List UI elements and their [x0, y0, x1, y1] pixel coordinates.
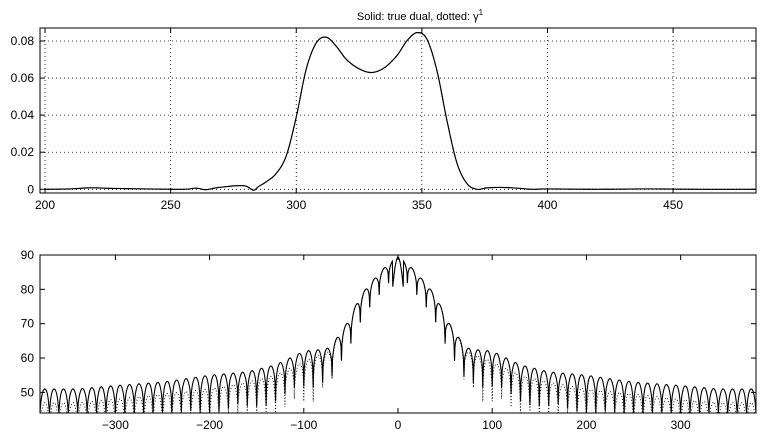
bottom-ytick-label: 80 — [21, 282, 35, 296]
top-chart-title: Solid: true dual, dotted: γ1 — [357, 8, 484, 23]
top-ticks: 200 250 300 350 400 450 0 0.02 0.04 0.06 0.08 — [11, 28, 756, 212]
bottom-xtick-label: 200 — [576, 418, 596, 432]
top-chart: Solid: true dual, dotted: γ1 200 250 300 35… — [11, 8, 757, 212]
top-xtick-label: 400 — [537, 198, 557, 212]
bottom-ytick-label: 60 — [21, 351, 35, 365]
bottom-ytick-label: 90 — [21, 248, 35, 262]
top-ytick-label: 0.08 — [11, 34, 35, 48]
bottom-xtick-label: −300 — [102, 418, 129, 432]
bottom-series-solid — [39, 255, 757, 414]
top-xtick-label: 250 — [161, 198, 181, 212]
bottom-chart: −300 −200 −100 0 100 200 300 50 60 70 80 90 — [21, 248, 757, 432]
top-ytick-label: 0 — [27, 182, 34, 196]
top-xtick-label: 300 — [286, 198, 306, 212]
top-axes-box — [39, 27, 757, 194]
top-ytick-label: 0.06 — [11, 71, 35, 85]
top-series-dotted — [45, 32, 756, 191]
top-series-group — [45, 31, 756, 191]
top-ytick-label: 0.02 — [11, 145, 35, 159]
top-xtick-label: 350 — [412, 198, 432, 212]
bottom-xtick-label: 100 — [482, 418, 502, 432]
bottom-ticks: −300 −200 −100 0 100 200 300 50 60 70 80 90 — [21, 248, 756, 432]
bottom-xtick-label: −200 — [196, 418, 223, 432]
bottom-series-group — [39, 255, 757, 414]
bottom-ytick-label: 70 — [21, 317, 35, 331]
bottom-ytick-label: 50 — [21, 385, 35, 399]
bottom-xtick-label: 300 — [671, 418, 691, 432]
bottom-axes-box — [39, 254, 757, 414]
bottom-xtick-label: 0 — [395, 418, 402, 432]
top-series-solid — [45, 31, 756, 191]
bottom-xtick-label: −100 — [290, 418, 317, 432]
bottom-series-dotted — [40, 256, 756, 414]
top-ytick-label: 0.04 — [11, 108, 35, 122]
top-grid — [40, 28, 756, 193]
top-xtick-label: 200 — [35, 198, 55, 212]
top-xtick-label: 450 — [663, 198, 683, 212]
